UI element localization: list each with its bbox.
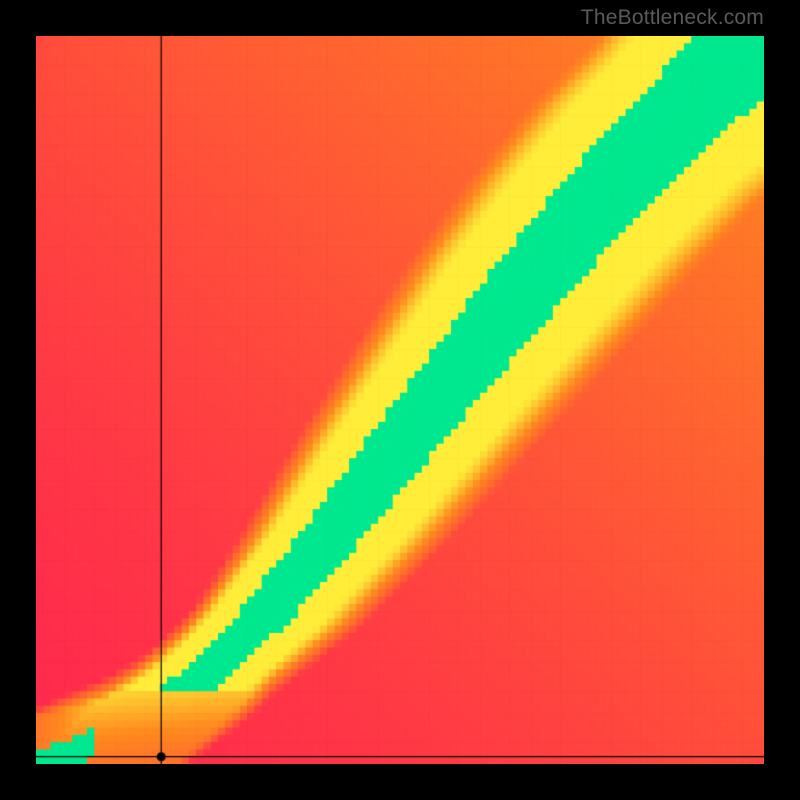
- bottleneck-heatmap: [36, 36, 764, 764]
- watermark-text: TheBottleneck.com: [581, 6, 764, 30]
